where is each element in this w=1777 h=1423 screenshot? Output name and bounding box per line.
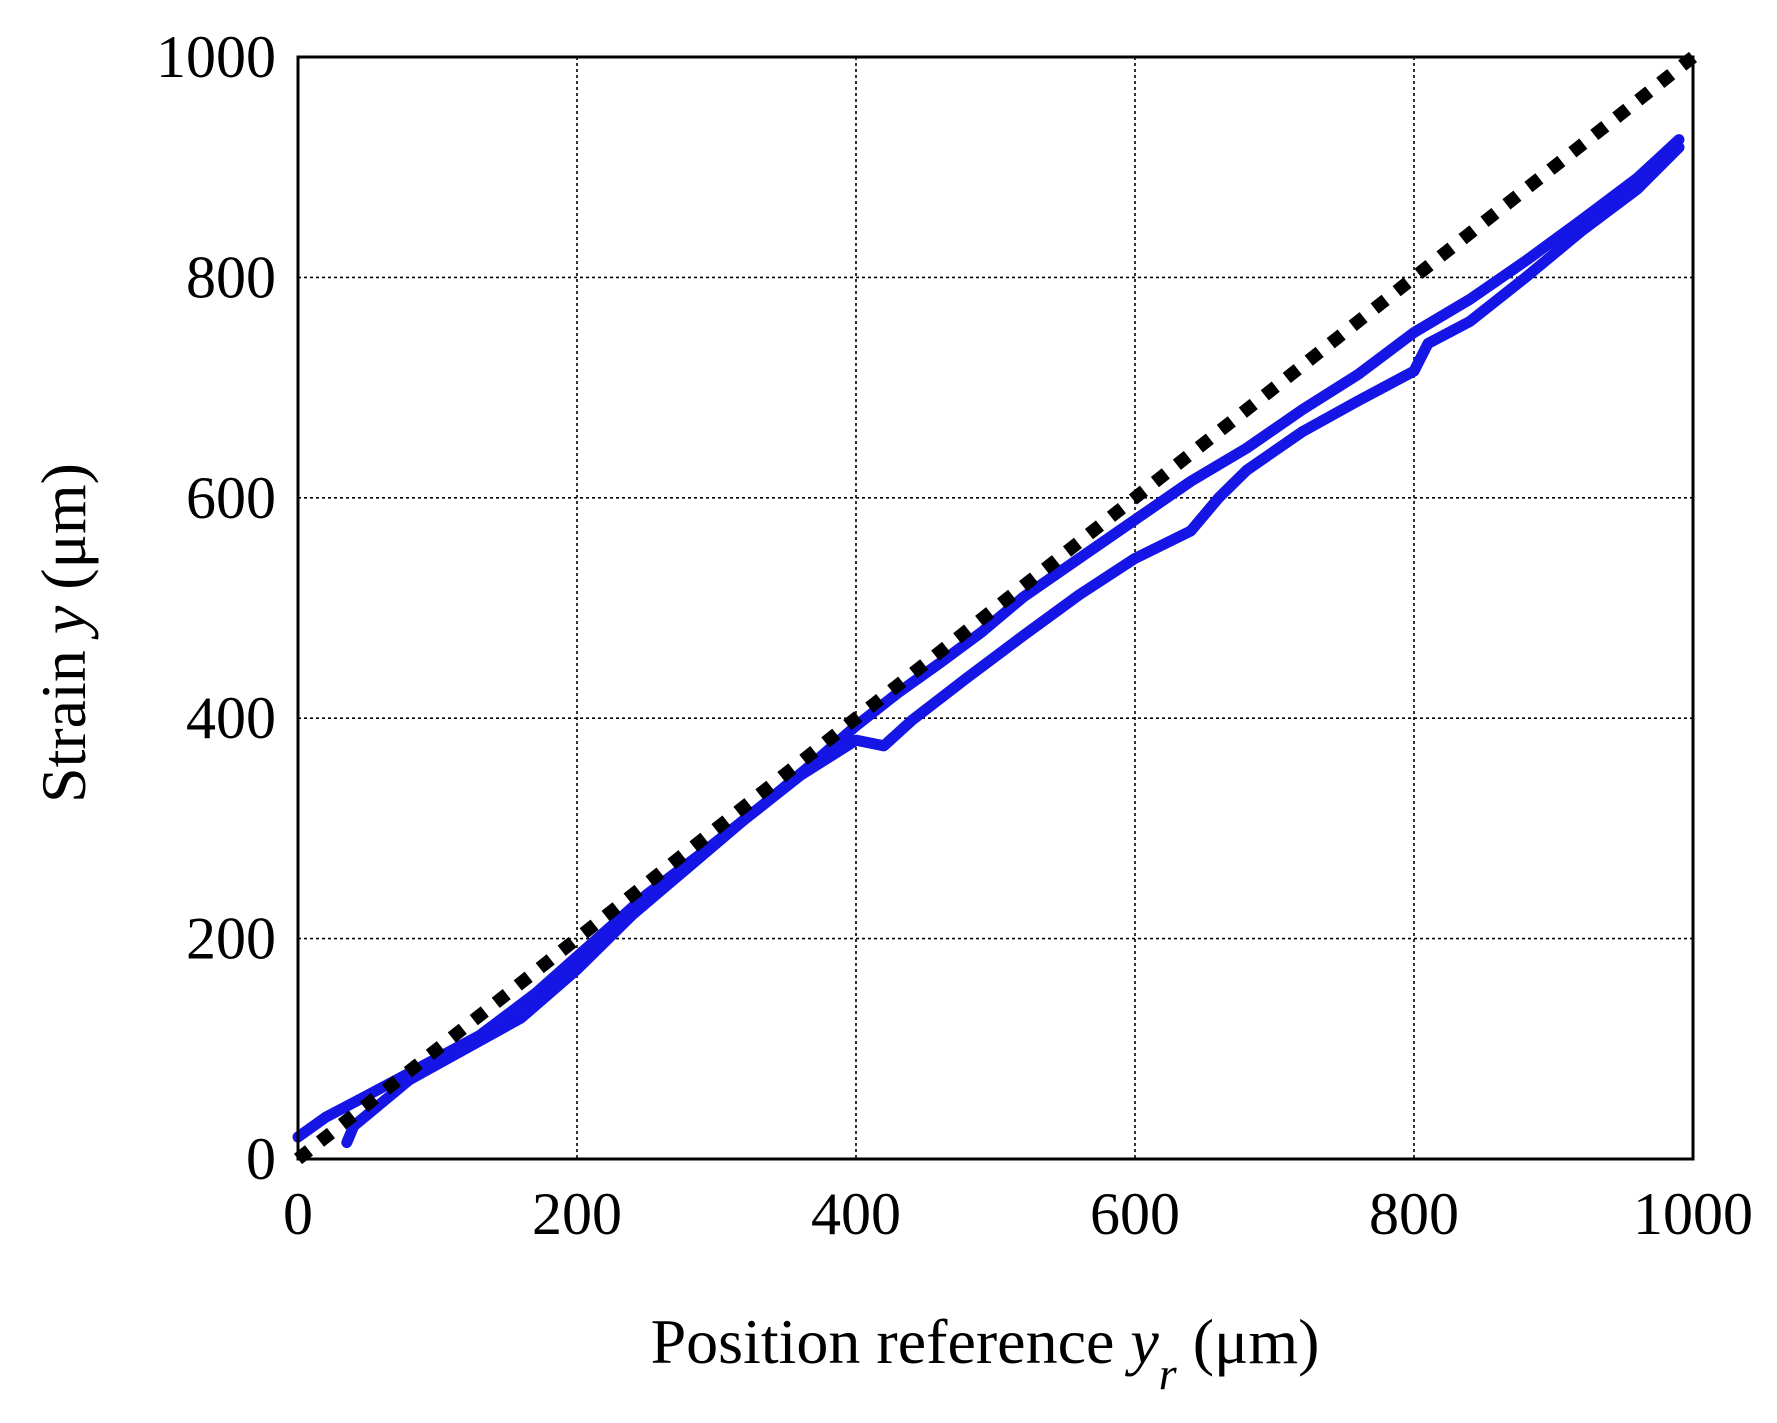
x-tick-label: 400: [811, 1181, 901, 1247]
x-tick-label: 0: [283, 1181, 313, 1247]
x-axis-label-main: Position reference: [651, 1306, 1131, 1377]
x-axis-label: Position reference yr (μm): [651, 1306, 1320, 1399]
x-tick-labels: 0 200 400 600 800 1000: [283, 1181, 1753, 1247]
y-axis-label: Strain y (μm): [28, 463, 99, 803]
series-line-2: [341, 141, 1685, 1148]
plot-frame: [296, 55, 1695, 1161]
y-axis-label-unit: (μm): [28, 463, 99, 606]
x-tick-label: 200: [532, 1181, 622, 1247]
x-tick-label: 800: [1369, 1181, 1459, 1247]
y-tick-label: 0: [246, 1126, 276, 1192]
x-axis-label-unit: (μm): [1177, 1306, 1320, 1377]
y-axis-label-var: y: [28, 605, 99, 640]
x-tick-label: 1000: [1633, 1181, 1753, 1247]
y-tick-label: 1000: [156, 24, 276, 90]
y-axis-label-main: Strain: [28, 634, 99, 803]
series-line-3: [293, 51, 1698, 1165]
x-axis-label-sub: r: [1159, 1348, 1178, 1399]
y-tick-label: 400: [186, 685, 276, 751]
x-tick-label: 600: [1090, 1181, 1180, 1247]
x-axis-label-var: y: [1124, 1306, 1159, 1377]
grid: [298, 57, 1693, 1159]
y-tick-label: 800: [186, 244, 276, 310]
y-tick-labels: 0 200 400 600 800 1000: [156, 24, 276, 1192]
series-layer: [292, 51, 1698, 1165]
y-tick-label: 600: [186, 465, 276, 531]
y-tick-label: 200: [186, 906, 276, 972]
series-line-1: [292, 134, 1685, 1143]
